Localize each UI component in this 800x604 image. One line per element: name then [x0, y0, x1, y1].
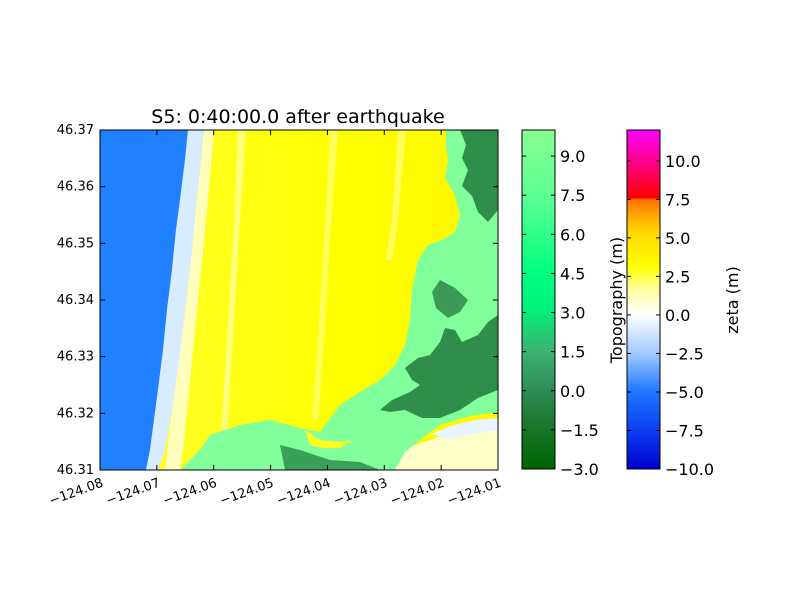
topography-colorbar-tick-label: 1.5 [560, 343, 585, 362]
chart-title: S5: 0:40:00.0 after earthquake [151, 106, 444, 128]
zeta-colorbar-tick-label: 10.0 [665, 152, 701, 171]
surf-streak [220, 130, 246, 470]
y-tick-label: 46.31 [57, 463, 94, 478]
x-tick-label: −124.04 [275, 476, 333, 509]
ocean-area [100, 130, 188, 470]
y-tick-label: 46.34 [57, 293, 94, 308]
y-tick-label: 46.37 [57, 123, 94, 138]
topography-colorbar-tick-label: 6.0 [560, 225, 585, 244]
zeta-colorbar-tick-label: 7.5 [665, 190, 690, 209]
zeta-colorbar-tick-label: 5.0 [665, 229, 690, 248]
surf-streak [386, 130, 406, 260]
topography-colorbar-tick-label: −3.0 [560, 460, 599, 479]
land-dark [432, 280, 468, 318]
x-tick-label: −124.01 [445, 476, 503, 509]
surf-streak [165, 130, 214, 470]
topography-colorbar: −3.0 −1.5 0.0 1.5 3.0 4.5 6.0 7.5 9.0 Topography… [521, 129, 626, 479]
topography-colorbar-tick-label: 3.0 [560, 304, 585, 323]
topography-colorbar-ticks: −3.0 −1.5 0.0 1.5 3.0 4.5 6.0 7.5 9.0 [522, 147, 599, 479]
pale-zone [380, 425, 498, 470]
zeta-colorbar-tick-label: 0.0 [665, 306, 690, 325]
y-tick-label: 46.35 [57, 236, 94, 251]
x-tick-label: −124.05 [218, 476, 276, 509]
x-tick-label: −124.02 [388, 476, 446, 509]
map-image [100, 130, 498, 470]
topography-colorbar-tick-label: 9.0 [560, 147, 585, 166]
bay-water [432, 418, 498, 440]
zeta-colorbar-tick-label: −7.5 [665, 421, 704, 440]
topography-colorbar-tick-label: −1.5 [560, 421, 599, 440]
zeta-colorbar-label: zeta (m) [723, 266, 742, 333]
zeta-colorbar-tick-label: −10.0 [665, 460, 714, 479]
land-dark [280, 445, 380, 470]
land-dark [460, 130, 498, 222]
zeta-colorbar-tick-label: −5.0 [665, 383, 704, 402]
y-tick-label: 46.33 [57, 350, 94, 365]
topography-colorbar-tick-label: 0.0 [560, 382, 585, 401]
topography-colorbar-label: Topography (m) [607, 237, 626, 364]
y-axis: 46.31 46.32 46.33 46.34 46.35 46.36 46.37 [57, 123, 498, 478]
x-tick-label: −124.03 [332, 476, 390, 509]
land-light [180, 130, 498, 470]
y-tick-label: 46.36 [57, 180, 94, 195]
surf-zone [146, 130, 204, 470]
zeta-colorbar: −10.0 −7.5 −5.0 −2.5 0.0 2.5 5.0 7.5 10.0 zeta (… [626, 129, 742, 479]
zeta-colorbar-bar [626, 129, 661, 470]
x-tick-label: −124.06 [161, 476, 219, 509]
y-tick-label: 46.32 [57, 406, 94, 421]
x-tick-label: −124.07 [104, 476, 162, 509]
zeta-colorbar-ticks: −10.0 −7.5 −5.0 −2.5 0.0 2.5 5.0 7.5 10.0 [627, 152, 714, 479]
surf-streak [312, 130, 338, 420]
land-dark [380, 315, 498, 418]
topography-colorbar-tick-label: 7.5 [560, 186, 585, 205]
zeta-colorbar-tick-label: 2.5 [665, 267, 690, 286]
yellow-inlet [305, 430, 352, 448]
zeta-colorbar-tick-label: −2.5 [665, 344, 704, 363]
topography-colorbar-tick-label: 4.5 [560, 264, 585, 283]
topography-colorbar-bar [521, 129, 556, 470]
x-tick-label: −124.08 [47, 476, 105, 509]
